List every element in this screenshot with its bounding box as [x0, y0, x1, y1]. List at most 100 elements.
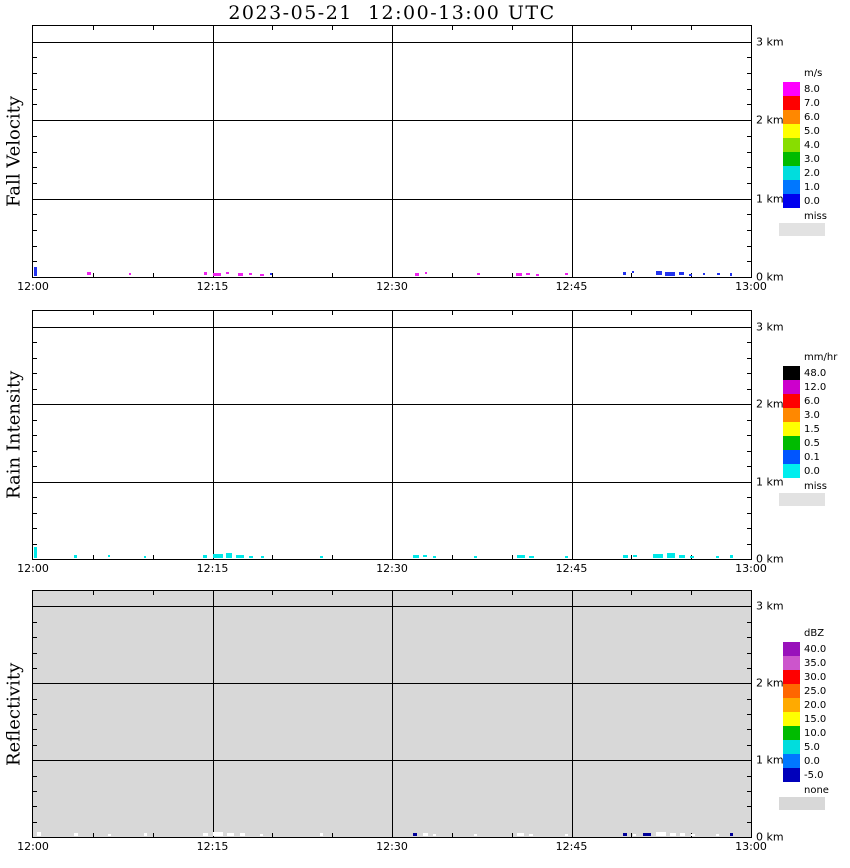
x-axis-tick	[691, 591, 693, 595]
echo-mark	[665, 272, 675, 276]
x-tick-label: 13:00	[735, 562, 767, 575]
colorbar-swatch	[783, 740, 800, 754]
y-axis-tick	[747, 357, 751, 359]
echo-mark	[213, 554, 223, 558]
y-axis-tick	[33, 342, 37, 343]
colorbar-swatch	[783, 166, 800, 180]
x-tick-label: 12:45	[555, 562, 588, 575]
colorbar-label: 20.0	[804, 699, 827, 711]
colorbar-label: 7.0	[804, 97, 820, 109]
y-axis-tick	[33, 621, 37, 623]
echo-mark	[34, 547, 37, 558]
gridline-vertical	[571, 311, 573, 559]
y-axis-tick	[747, 821, 751, 823]
colorbar-label: 5.0	[804, 125, 820, 137]
colorbar-label: 25.0	[804, 685, 827, 697]
y-axis-tick	[33, 373, 37, 374]
colorbar-entry: 2.0	[783, 166, 845, 180]
y-axis-tick	[33, 698, 37, 700]
colorbar-label: 6.0	[804, 395, 820, 407]
colorbar-swatch	[783, 754, 800, 768]
echo-mark	[203, 833, 208, 836]
x-axis-tick	[332, 833, 334, 837]
y-axis-tick	[33, 357, 37, 359]
x-axis-tick	[92, 26, 94, 30]
y-axis-tick	[747, 182, 751, 184]
colorbar-swatch	[783, 712, 800, 726]
colorbar-missing-label: miss	[804, 211, 827, 222]
echo-mark	[679, 272, 684, 275]
colorbar-swatch	[783, 82, 800, 96]
x-axis-tick	[451, 26, 453, 30]
x-axis-tick	[511, 311, 513, 315]
y-axis-tick	[747, 790, 751, 792]
colorbar-entry: 0.0	[783, 194, 845, 208]
colorbar-entry: -5.0	[783, 768, 845, 782]
x-axis-tick	[691, 311, 693, 315]
y-axis-tick	[747, 214, 751, 216]
ylabel-fall-velocity: Fall Velocity	[3, 95, 25, 208]
echo-mark	[730, 273, 732, 276]
y-axis-tick	[747, 806, 751, 808]
y-tick-label: 0 km	[756, 552, 784, 566]
colorbar-swatch	[783, 670, 800, 684]
echo-mark	[236, 555, 244, 558]
echo-mark	[529, 556, 534, 558]
echo-mark	[691, 834, 695, 836]
echo-mark	[213, 832, 223, 836]
gridline-vertical	[212, 591, 214, 837]
x-tick-label: 12:00	[17, 280, 49, 293]
y-axis-tick	[747, 637, 751, 639]
colorbar-label: 30.0	[804, 671, 827, 683]
colorbar-swatch	[783, 394, 800, 408]
y-axis-tick	[33, 790, 37, 792]
echo-mark	[249, 273, 252, 275]
x-axis-tick	[332, 26, 334, 30]
echo-mark	[213, 273, 221, 276]
x-axis-tick	[152, 273, 154, 277]
panel-fall-velocity: Fall Velocity 12:00 12:15 12:30 12:45 13:00 0…	[0, 25, 850, 293]
colorbar-label: 5.0	[804, 741, 820, 753]
colorbar-label: 3.0	[804, 409, 820, 421]
x-axis-tick	[272, 833, 274, 837]
gridline-horizontal	[33, 41, 751, 43]
gridline-vertical	[212, 26, 214, 277]
y-tick-label: 3 km	[756, 599, 784, 613]
echo-mark	[730, 555, 733, 558]
echo-mark	[474, 556, 477, 558]
y-axis-tick	[747, 466, 751, 467]
echo-mark	[633, 834, 636, 836]
colorbar-swatch	[783, 422, 800, 436]
x-axis-tick	[92, 273, 94, 277]
y-axis-tick	[747, 698, 751, 700]
colorbar-label: 0.0	[804, 755, 820, 767]
y-axis-tick	[747, 435, 751, 436]
echo-mark	[633, 555, 637, 557]
x-axis-tick	[272, 555, 274, 559]
echo-mark	[238, 273, 243, 276]
colorbar-entry: 5.0	[783, 124, 845, 138]
echo-mark	[260, 834, 263, 836]
colorbar-swatch	[783, 124, 800, 138]
echo-mark	[526, 273, 530, 275]
y-axis-tick	[747, 497, 751, 498]
page-title: 2023-05-21 12:00-13:00 UTC	[228, 2, 556, 24]
x-axis-tick	[212, 26, 214, 30]
gridline-horizontal	[33, 683, 751, 685]
y-axis-tick	[33, 104, 37, 106]
colorbar-entry: 3.0	[783, 152, 845, 166]
y-axis-tick	[33, 652, 37, 654]
x-axis-tick	[212, 591, 214, 595]
colorbar-entry: 30.0	[783, 670, 845, 684]
echo-mark	[656, 832, 666, 836]
colorbar-entry: 6.0	[783, 110, 845, 124]
x-axis-tick	[332, 273, 334, 277]
y-axis-tick	[33, 667, 37, 669]
x-axis-tick	[332, 311, 334, 315]
echo-mark	[679, 555, 685, 558]
x-axis-tick	[571, 311, 573, 315]
colorbar-swatch	[783, 464, 800, 478]
colorbar-swatch	[783, 684, 800, 698]
colorbar-entry: 8.0	[783, 82, 845, 96]
